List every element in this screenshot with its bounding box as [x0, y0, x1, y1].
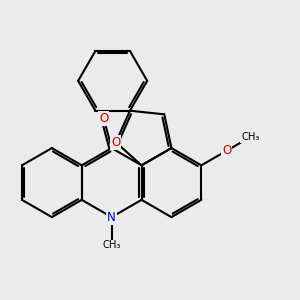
Text: O: O	[222, 144, 231, 157]
Text: N: N	[107, 211, 116, 224]
Text: CH₃: CH₃	[103, 240, 121, 250]
Text: CH₃: CH₃	[241, 132, 260, 142]
Text: O: O	[99, 112, 108, 124]
Text: O: O	[111, 136, 121, 149]
